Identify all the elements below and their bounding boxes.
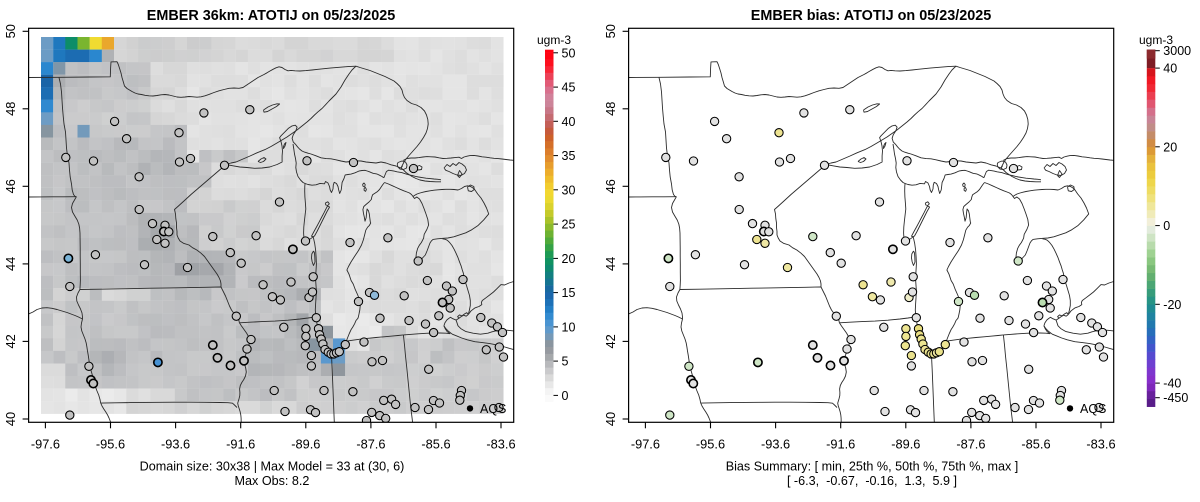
svg-text:46: 46 [3,179,18,193]
svg-text:-89.6: -89.6 [291,437,320,452]
svg-text:AQS: AQS [480,402,506,416]
svg-text:46: 46 [603,179,618,193]
svg-text:40: 40 [3,412,18,426]
svg-text:EMBER bias: ATOTIJ on 05/23/20: EMBER bias: ATOTIJ on 05/23/2025 [751,8,991,24]
svg-text:5: 5 [562,355,569,369]
svg-text:-91.6: -91.6 [226,437,255,452]
svg-text:-450: -450 [1163,391,1188,405]
svg-text:-87.6: -87.6 [356,437,385,452]
svg-text:20: 20 [1163,140,1177,154]
svg-text:44: 44 [3,257,18,271]
svg-text:-91.6: -91.6 [826,437,855,452]
svg-text:3000: 3000 [1163,44,1191,58]
svg-text:-95.6: -95.6 [696,437,725,452]
svg-text:50: 50 [562,46,576,60]
svg-text:Domain size: 30x38 | Max Model: Domain size: 30x38 | Max Model = 33 at (… [140,459,405,473]
svg-text:-83.6: -83.6 [1086,437,1115,452]
svg-text:-85.6: -85.6 [1021,437,1050,452]
svg-text:-93.6: -93.6 [161,437,190,452]
svg-text:40: 40 [562,115,576,129]
svg-text:45: 45 [562,81,576,95]
svg-text:35: 35 [562,149,576,163]
svg-text:-93.6: -93.6 [761,437,790,452]
svg-text:-85.6: -85.6 [421,437,450,452]
svg-text:Max Obs: 8.2: Max Obs: 8.2 [235,474,310,488]
svg-text:42: 42 [603,334,618,348]
svg-text:40: 40 [1163,62,1177,76]
svg-text:-40: -40 [1163,377,1181,391]
svg-text:-95.6: -95.6 [96,437,125,452]
svg-text:25: 25 [562,218,576,232]
svg-text:-20: -20 [1163,298,1181,312]
svg-text:44: 44 [603,257,618,271]
svg-text:-89.6: -89.6 [891,437,920,452]
svg-text:0: 0 [1163,219,1170,233]
svg-text:20: 20 [562,252,576,266]
svg-text:48: 48 [3,102,18,116]
svg-text:ugm-3: ugm-3 [1139,33,1173,47]
svg-text:42: 42 [3,334,18,348]
svg-text:-97.6: -97.6 [631,437,660,452]
svg-text:EMBER 36km: ATOTIJ on 05/23/20: EMBER 36km: ATOTIJ on 05/23/2025 [147,8,395,24]
svg-text:AQS: AQS [1080,402,1106,416]
svg-text:[ -6.3, -0.67, -0.16, 1.3,: [ -6.3, -0.67, -0.16, 1.3, 5.9 ] [787,474,957,488]
svg-text:30: 30 [562,183,576,197]
svg-text:50: 50 [3,24,18,38]
svg-text:-87.6: -87.6 [956,437,985,452]
svg-text:-83.6: -83.6 [486,437,515,452]
svg-text:Bias Summary: [ min, 25th %, 5: Bias Summary: [ min, 25th %, 50th %, 75t… [726,459,1019,473]
svg-text:15: 15 [562,286,576,300]
svg-text:-97.6: -97.6 [31,437,60,452]
svg-text:48: 48 [603,102,618,116]
svg-text:ugm-3: ugm-3 [537,33,571,47]
svg-text:40: 40 [603,412,618,426]
svg-text:0: 0 [562,389,569,403]
svg-text:50: 50 [603,24,618,38]
svg-text:10: 10 [562,320,576,334]
